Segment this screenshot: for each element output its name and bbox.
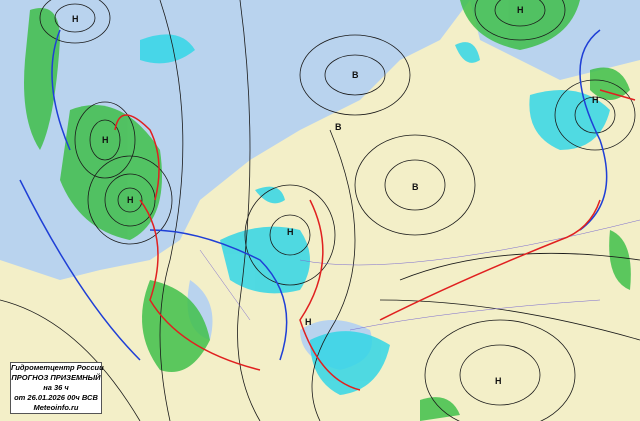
high-center: В: [335, 122, 342, 132]
site-link[interactable]: Meteoinfo.ru: [33, 403, 79, 412]
precipitation-rain: [24, 0, 631, 421]
warm-fronts: [114, 89, 636, 391]
forecast-title: ПРОГНОЗ ПРИЗЕМНЫЙ: [11, 373, 101, 382]
high-center: В: [352, 70, 359, 80]
high-center: В: [412, 182, 419, 192]
cold-fronts: [19, 29, 608, 361]
lead-time: на 36 ч: [43, 383, 69, 392]
low-center: Н: [592, 95, 599, 105]
low-center: Н: [495, 376, 502, 386]
borders: [199, 219, 640, 331]
low-center: Н: [287, 227, 294, 237]
low-center: Н: [517, 5, 524, 15]
issue-time: от 26.01.2026 00ч ВСВ: [14, 393, 98, 402]
low-center: Н: [102, 135, 109, 145]
low-center: Н: [72, 14, 79, 24]
low-center: Н: [305, 317, 312, 327]
map-legend: Гидрометцентр России ПРОГНОЗ ПРИЗЕМНЫЙ н…: [10, 362, 104, 414]
organization-name: Гидрометцентр России: [11, 363, 104, 372]
low-center: Н: [127, 195, 134, 205]
pressure-centers: Н Н Н Н Н Н Н В В В Н: [72, 5, 599, 386]
